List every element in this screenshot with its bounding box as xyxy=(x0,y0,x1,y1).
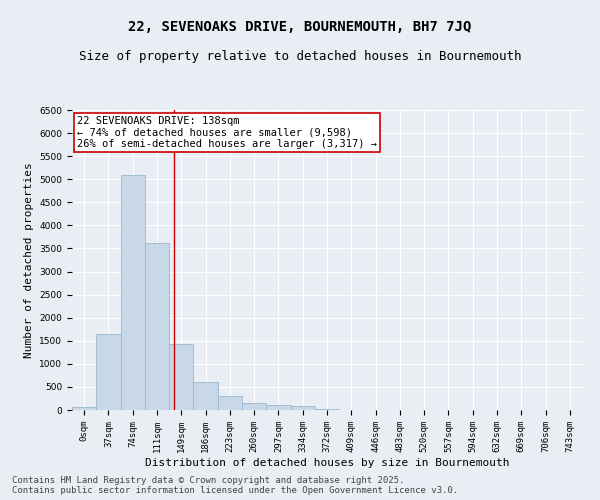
Text: Size of property relative to detached houses in Bournemouth: Size of property relative to detached ho… xyxy=(79,50,521,63)
Bar xyxy=(145,243,169,410)
Bar xyxy=(315,408,339,410)
Bar xyxy=(242,402,266,410)
Text: 22 SEVENOAKS DRIVE: 138sqm
← 74% of detached houses are smaller (9,598)
26% of s: 22 SEVENOAKS DRIVE: 138sqm ← 74% of deta… xyxy=(77,116,377,149)
Bar xyxy=(290,406,315,410)
Bar xyxy=(169,344,193,410)
Text: Contains HM Land Registry data © Crown copyright and database right 2025.
Contai: Contains HM Land Registry data © Crown c… xyxy=(12,476,458,495)
Bar xyxy=(96,334,121,410)
Bar xyxy=(193,382,218,410)
X-axis label: Distribution of detached houses by size in Bournemouth: Distribution of detached houses by size … xyxy=(145,458,509,468)
Text: 22, SEVENOAKS DRIVE, BOURNEMOUTH, BH7 7JQ: 22, SEVENOAKS DRIVE, BOURNEMOUTH, BH7 7J… xyxy=(128,20,472,34)
Y-axis label: Number of detached properties: Number of detached properties xyxy=(24,162,34,358)
Bar xyxy=(266,405,290,410)
Bar xyxy=(218,396,242,410)
Bar xyxy=(121,174,145,410)
Bar xyxy=(72,407,96,410)
